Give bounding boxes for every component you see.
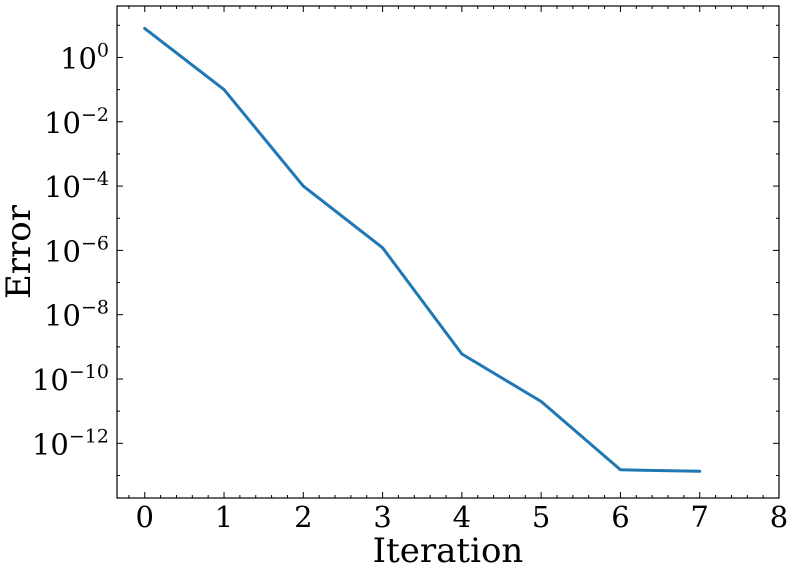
series-line: [143, 26, 702, 473]
y-tick-label: 10−4: [44, 168, 109, 204]
x-tick-label: 1: [215, 500, 233, 534]
major-ticks: [117, 6, 780, 498]
y-tick-labels: 100 10−2 10−4 10−6 10−8 10−10 10−12: [32, 39, 109, 461]
y-tick-label: 10−10: [32, 361, 109, 397]
x-tick-label: 8: [770, 500, 788, 534]
x-tick-labels: 0 1 2 3 4 5 6 7 8: [136, 500, 789, 534]
minor-ticks: [117, 6, 779, 498]
y-tick-label: 10−8: [44, 297, 109, 333]
y-tick-label: 10−2: [44, 104, 109, 140]
x-tick-label: 6: [611, 500, 629, 534]
x-axis-label: Iteration: [373, 531, 524, 571]
y-axis-label: Error: [0, 204, 39, 299]
x-tick-label: 3: [373, 500, 391, 534]
x-tick-label: 4: [453, 500, 471, 534]
y-tick-label: 100: [60, 39, 109, 75]
x-tick-label: 7: [690, 500, 708, 534]
plot-frame: [116, 5, 780, 499]
x-tick-label: 0: [136, 500, 154, 534]
y-tick-label: 10−12: [32, 425, 109, 461]
series-layer: [143, 26, 702, 473]
x-tick-label: 5: [532, 500, 550, 534]
y-tick-label: 10−6: [44, 232, 109, 268]
x-tick-label: 2: [294, 500, 312, 534]
